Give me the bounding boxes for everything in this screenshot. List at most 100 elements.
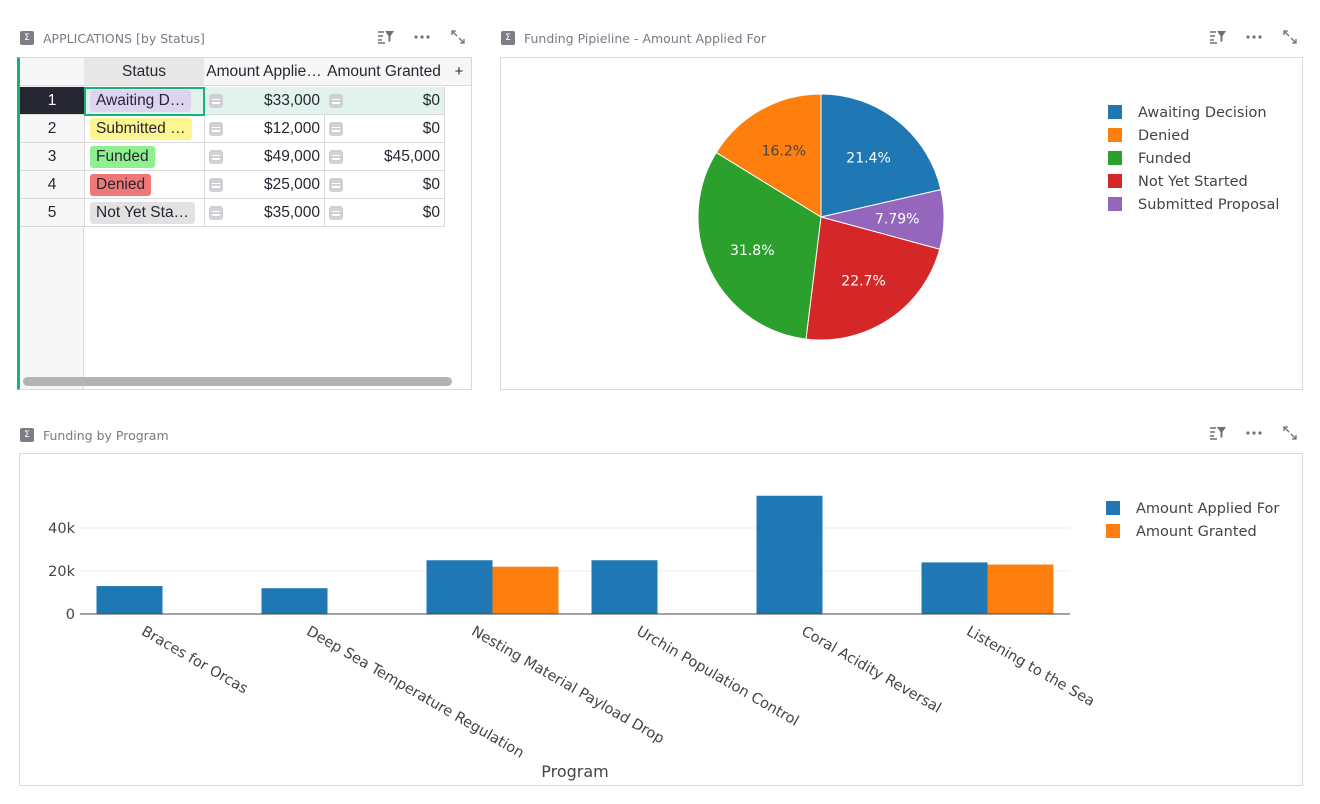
amount-value: $12,000	[263, 119, 320, 137]
sigma-icon: Σ	[501, 31, 515, 45]
legend-label[interactable]: Awaiting Decision	[1138, 105, 1267, 121]
status-cell[interactable]: Denied	[84, 171, 205, 199]
bar-widget-toolbar	[1208, 422, 1300, 444]
amount-applied-cell[interactable]: $49,000	[204, 143, 325, 171]
amount-value: $0	[422, 119, 440, 137]
column-header-status[interactable]: Status	[84, 58, 205, 86]
amount-granted-cell[interactable]: $45,000	[324, 143, 445, 171]
sort-filter-icon[interactable]	[1208, 424, 1228, 442]
amount-value: $0	[422, 175, 440, 193]
status-badge: Not Yet Sta…	[90, 201, 196, 224]
amount-applied-cell[interactable]: $25,000	[204, 171, 325, 199]
pie-slice[interactable]	[820, 93, 942, 218]
sort-filter-icon[interactable]	[1208, 28, 1228, 46]
expand-icon[interactable]	[1280, 28, 1300, 46]
column-header-amount-applied[interactable]: Amount Applie…	[204, 58, 325, 86]
more-options-icon[interactable]	[1244, 28, 1264, 46]
sort-filter-icon[interactable]	[376, 28, 396, 46]
bar-widget-header: Σ Funding by Program	[20, 424, 169, 446]
reference-icon	[209, 206, 223, 220]
bar[interactable]	[261, 588, 328, 614]
legend-swatch[interactable]	[1108, 174, 1122, 188]
reference-icon	[209, 122, 223, 136]
amount-granted-cell[interactable]: $0	[324, 115, 445, 143]
x-tick-label: Braces for Orcas	[139, 624, 251, 698]
x-axis-label: Program	[541, 762, 609, 781]
amount-value: $0	[422, 203, 440, 221]
reference-icon	[329, 206, 343, 220]
amount-applied-cell[interactable]: $35,000	[204, 199, 325, 227]
bar-chart-panel: 0 20k 40k Braces for Orcas Deep Sea Temperat…	[19, 453, 1303, 786]
column-header-amount-granted[interactable]: Amount Granted	[324, 58, 445, 86]
pie-slice-label: 22.7%	[841, 273, 885, 289]
status-cell[interactable]: Funded	[84, 143, 205, 171]
amount-value: $35,000	[263, 203, 320, 221]
x-tick-label: Nesting Material Payload Drop	[469, 624, 667, 748]
amount-applied-cell[interactable]: $12,000	[204, 115, 325, 143]
bar[interactable]	[921, 562, 988, 614]
bar[interactable]	[987, 564, 1054, 614]
more-options-icon[interactable]	[1244, 424, 1264, 442]
legend-label[interactable]: Not Yet Started	[1138, 174, 1248, 190]
bar[interactable]	[591, 560, 658, 614]
reference-icon	[329, 122, 343, 136]
legend-label[interactable]: Amount Granted	[1136, 524, 1257, 540]
pie-slice-label: 31.8%	[730, 243, 774, 259]
expand-icon[interactable]	[448, 28, 468, 46]
amount-applied-cell[interactable]: $33,000	[204, 87, 325, 115]
amount-granted-cell[interactable]: $0	[324, 199, 445, 227]
status-cell[interactable]: Submitted …	[84, 115, 205, 143]
amount-value: $45,000	[383, 147, 440, 165]
expand-icon[interactable]	[1280, 424, 1300, 442]
x-tick-label: Listening to the Sea	[964, 624, 1098, 710]
amount-value: $0	[422, 91, 440, 109]
amount-value: $25,000	[263, 175, 320, 193]
legend-swatch[interactable]	[1108, 197, 1122, 211]
pie-widget-header: Σ Funding Pipieline - Amount Applied For	[501, 27, 766, 49]
legend-swatch[interactable]	[1108, 105, 1122, 119]
legend-swatch[interactable]	[1106, 524, 1120, 538]
horizontal-scrollbar[interactable]	[23, 377, 452, 386]
pie-slice[interactable]	[805, 216, 941, 341]
table-widget-header: Σ APPLICATIONS [by Status]	[20, 27, 205, 49]
legend-label[interactable]: Denied	[1138, 128, 1189, 144]
reference-icon	[329, 178, 343, 192]
legend-label[interactable]: Funded	[1138, 151, 1191, 167]
status-cell[interactable]: Awaiting D…	[84, 87, 205, 115]
amount-granted-cell[interactable]: $0	[324, 171, 445, 199]
row-number[interactable]: 2	[20, 115, 85, 143]
more-options-icon[interactable]	[412, 28, 432, 46]
amount-value: $49,000	[263, 147, 320, 165]
x-tick-label: Coral Acidity Reversal	[799, 624, 944, 717]
legend-label[interactable]: Submitted Proposal	[1138, 197, 1279, 213]
bar[interactable]	[96, 586, 163, 614]
row-number[interactable]: 3	[20, 143, 85, 171]
pie-slice[interactable]	[697, 151, 822, 340]
amount-granted-cell[interactable]: $0	[324, 87, 445, 115]
y-tick-label: 0	[66, 607, 75, 623]
legend-swatch[interactable]	[1106, 501, 1120, 515]
pie-slice-label: 16.2%	[762, 143, 806, 159]
row-number[interactable]: 4	[20, 171, 85, 199]
add-column-button[interactable]: +	[444, 58, 471, 86]
pie-widget-toolbar	[1208, 26, 1300, 48]
bar[interactable]	[756, 495, 823, 614]
table-widget-toolbar	[376, 26, 468, 48]
pie-chart: 21.4% 7.79% 22.7% 31.8% 16.2% Awaiting Decisi…	[697, 93, 1279, 341]
legend-swatch[interactable]	[1108, 151, 1122, 165]
status-cell[interactable]: Not Yet Sta…	[84, 199, 205, 227]
bar[interactable]	[426, 560, 493, 614]
bar[interactable]	[492, 566, 559, 614]
x-tick-label: Urchin Population Control	[634, 624, 802, 730]
y-tick-label: 20k	[48, 564, 75, 580]
legend-label[interactable]: Amount Applied For	[1136, 501, 1279, 517]
legend-swatch[interactable]	[1108, 128, 1122, 142]
pie-widget-title: Funding Pipieline - Amount Applied For	[524, 30, 767, 46]
row-number[interactable]: 1	[20, 87, 85, 115]
bar-widget-title: Funding by Program	[43, 427, 169, 443]
sigma-icon: Σ	[20, 428, 34, 442]
pie-slice[interactable]	[715, 93, 822, 218]
status-badge: Denied	[90, 173, 152, 196]
row-number[interactable]: 5	[20, 199, 85, 227]
